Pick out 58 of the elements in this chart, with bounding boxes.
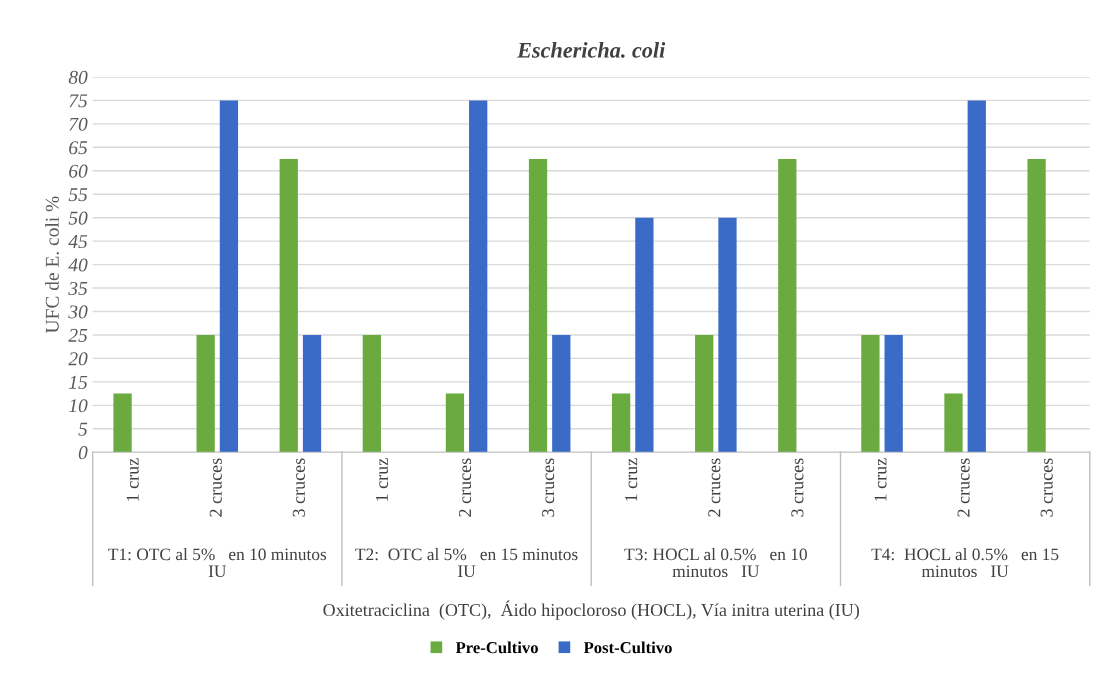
x-tick-label: 2 cruces bbox=[458, 458, 472, 517]
x-tick-label: 3 cruces bbox=[791, 458, 804, 517]
legend-label: Post-Cultivo bbox=[583, 641, 672, 654]
y-axis-title: UFC de E. coli % bbox=[45, 196, 59, 334]
x-tick-label: 3 cruces bbox=[542, 458, 555, 517]
y-tick-label: 25 bbox=[68, 328, 88, 342]
bar bbox=[1027, 159, 1046, 453]
y-tick-label: 70 bbox=[69, 117, 88, 131]
bar bbox=[219, 100, 239, 453]
bar bbox=[445, 393, 465, 453]
x-tick-label: 1 cruz bbox=[126, 458, 139, 501]
legend-label: Pre-Cultivo bbox=[455, 641, 538, 654]
bar bbox=[635, 217, 654, 453]
y-tick-label: 65 bbox=[69, 141, 88, 155]
bar bbox=[279, 159, 298, 453]
bar bbox=[695, 334, 714, 453]
x-tick-label: 2 cruces bbox=[708, 458, 721, 517]
x-tick-label: 3 cruces bbox=[292, 458, 305, 517]
y-tick-label: 10 bbox=[69, 399, 88, 413]
y-tick-label: 5 bbox=[78, 422, 88, 436]
bar bbox=[944, 393, 963, 453]
bar bbox=[552, 334, 571, 453]
y-tick-label: 50 bbox=[68, 211, 88, 225]
bar bbox=[861, 334, 880, 453]
bar bbox=[469, 100, 488, 453]
x-tick-label: 1 cruz bbox=[874, 458, 887, 501]
y-tick-label: 60 bbox=[69, 164, 88, 178]
bar bbox=[967, 100, 986, 453]
bar bbox=[611, 393, 631, 453]
x-tick-label: 2 cruces bbox=[209, 458, 222, 517]
text: T1: OTC al 5% en 10 minutos IU bbox=[108, 547, 327, 578]
y-tick-label: 0 bbox=[78, 446, 88, 460]
chart-title: Eschericha. coli bbox=[516, 42, 666, 58]
x-axis-title: Oxitetraciclina (OTC), Áido hipocloroso (HOCL), Vía initra uterina (IU) bbox=[323, 600, 859, 620]
y-tick-label: 40 bbox=[68, 258, 88, 272]
y-tick-label: 75 bbox=[69, 94, 88, 108]
y-tick-label: 35 bbox=[68, 281, 88, 295]
y-tick-label: 30 bbox=[68, 305, 88, 319]
bar bbox=[778, 159, 797, 453]
y-tick-label: 15 bbox=[69, 375, 88, 389]
x-tick-label: 2 cruces bbox=[957, 458, 970, 517]
text: T4: HOCL al 0.5% en 15 minutos IU bbox=[871, 547, 1059, 578]
y-tick-label: 55 bbox=[68, 188, 88, 202]
y-tick-label: 45 bbox=[68, 235, 88, 249]
bar bbox=[884, 334, 903, 453]
text: T2: OTC al 5% en 15 minutos IU bbox=[355, 547, 578, 578]
x-tick-label: 3 cruces bbox=[1040, 458, 1053, 517]
x-tick-label: 1 cruz bbox=[625, 458, 638, 501]
y-tick-label: 20 bbox=[68, 352, 88, 366]
x-tick-label: 1 cruz bbox=[375, 458, 388, 501]
bar bbox=[196, 334, 215, 453]
y-tick-label: 80 bbox=[68, 70, 88, 84]
bar bbox=[362, 334, 381, 453]
bar bbox=[302, 334, 322, 453]
bar bbox=[113, 393, 132, 453]
bar bbox=[528, 159, 548, 453]
text: T3: HOCL al 0.5% en 10 minutos IU bbox=[624, 547, 807, 578]
bar bbox=[718, 217, 737, 453]
